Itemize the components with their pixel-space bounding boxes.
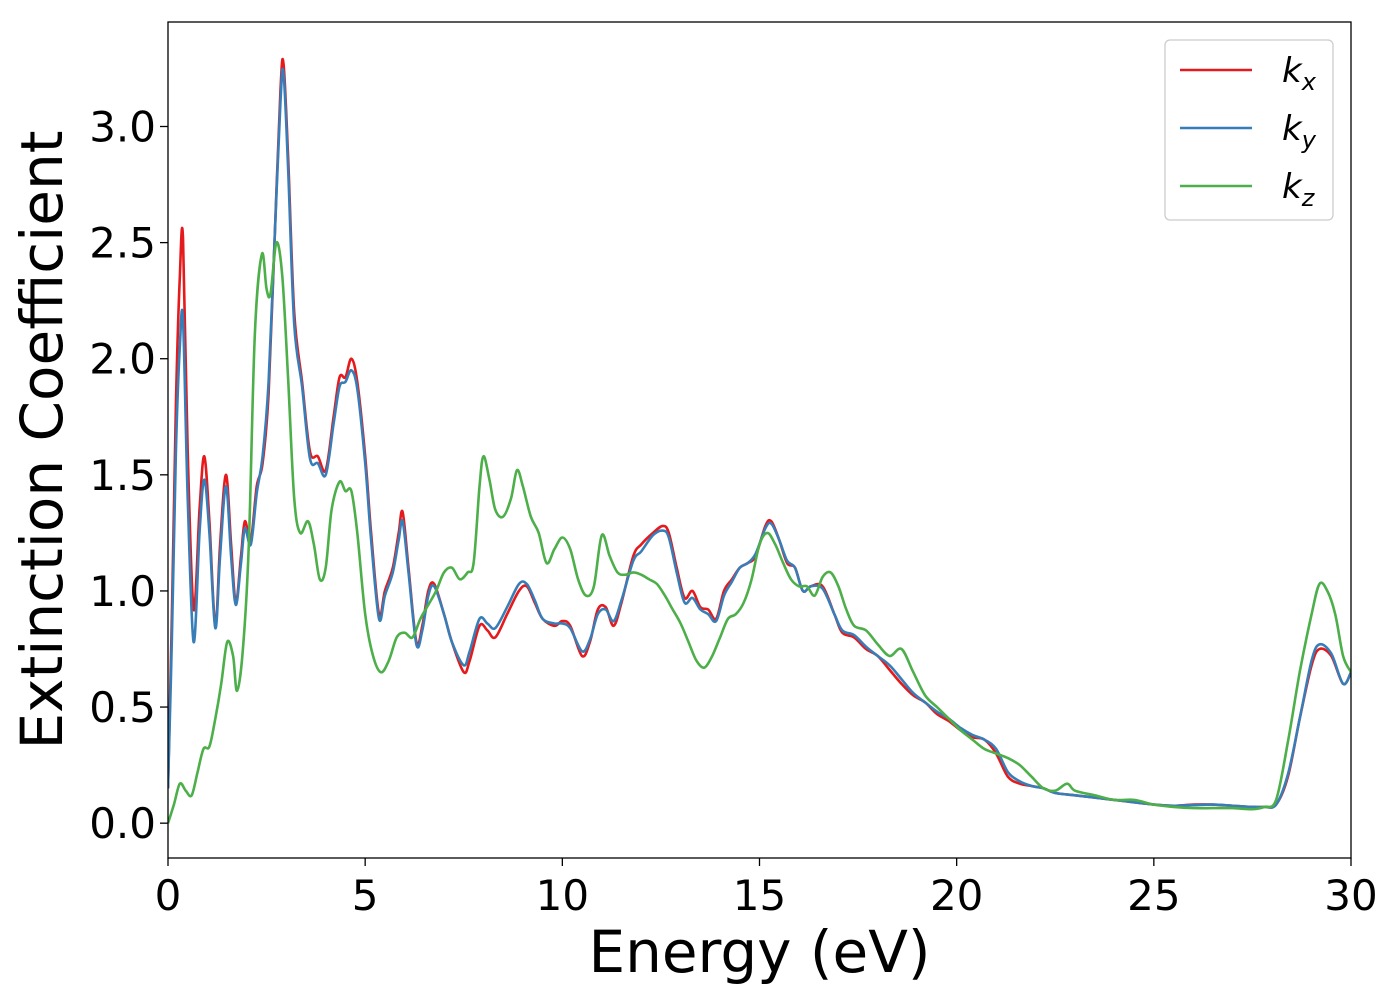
series-line-ky (168, 67, 1351, 809)
y-tick-label: 2.5 (89, 219, 156, 268)
x-tick-label: 20 (930, 871, 983, 920)
y-tick-label: 1.0 (89, 567, 156, 616)
legend-label-kx: kx (1282, 51, 1317, 96)
x-axis-ticks: 0 5 10 15 20 25 30 (155, 858, 1378, 920)
x-tick-label: 30 (1324, 871, 1377, 920)
x-tick-label: 10 (536, 871, 589, 920)
y-tick-label: 0.5 (89, 683, 156, 732)
y-axis-label: Extinction Coefficient (8, 131, 76, 750)
legend-label-kz: kz (1282, 167, 1316, 212)
legend: kx ky kz (1164, 39, 1334, 221)
x-axis-label: Energy (eV) (588, 918, 930, 986)
series-line-kz (168, 241, 1351, 824)
x-tick-label: 15 (733, 871, 786, 920)
series-group (168, 57, 1351, 824)
x-tick-label: 0 (155, 871, 182, 920)
y-tick-label: 1.5 (89, 451, 156, 500)
y-axis-ticks: 0.0 0.5 1.0 1.5 2.0 2.5 3.0 (89, 103, 168, 848)
y-tick-label: 3.0 (89, 103, 156, 152)
legend-label-ky: ky (1282, 109, 1317, 154)
x-tick-label: 5 (352, 871, 379, 920)
y-tick-label: 2.0 (89, 335, 156, 384)
x-tick-label: 25 (1127, 871, 1180, 920)
y-tick-label: 0.0 (89, 799, 156, 848)
legend-box (1164, 39, 1334, 221)
